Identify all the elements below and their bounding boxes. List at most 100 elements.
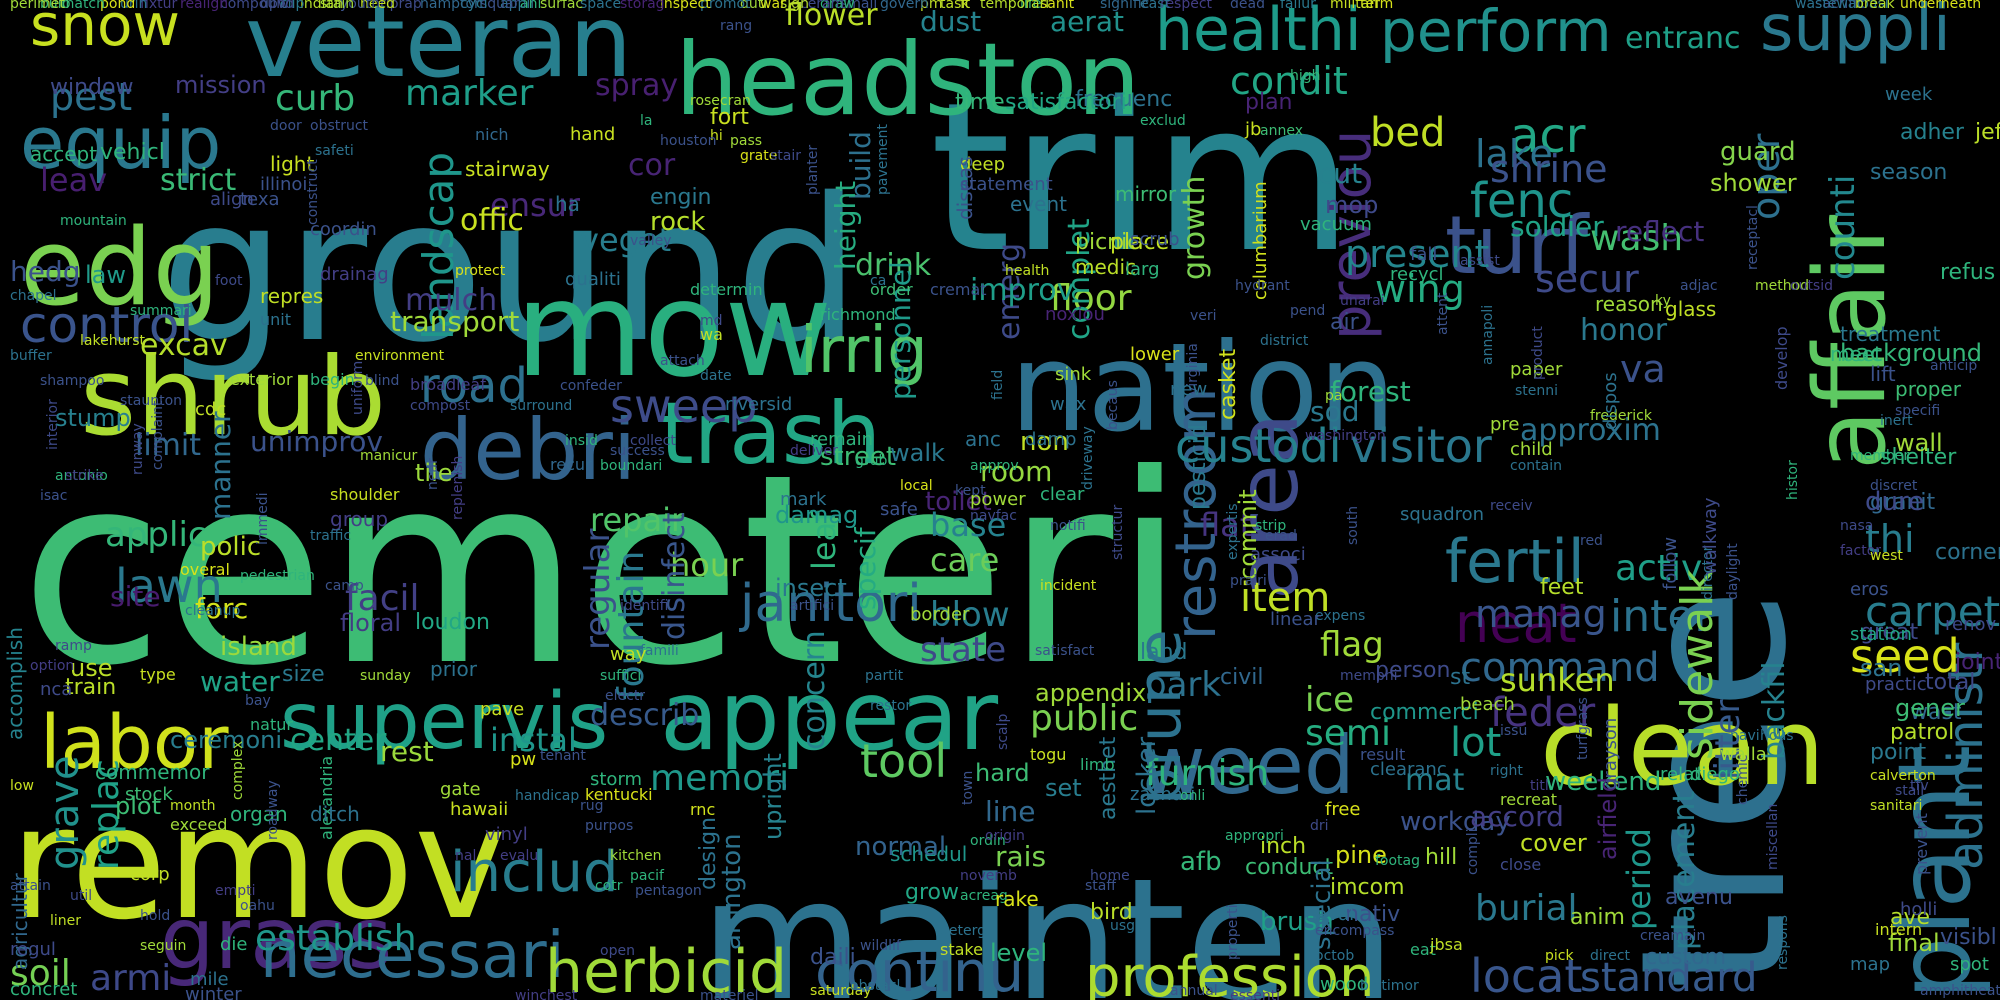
word-titl: titl (1530, 777, 1549, 794)
word-paper: paper (1510, 358, 1563, 380)
word-togu: togu (1030, 745, 1067, 765)
word-ceram: ceram (800, 0, 845, 12)
word-use: use (70, 653, 113, 682)
word-specifi: specifi (1895, 402, 1941, 419)
word-establish: establish (255, 918, 417, 960)
word-accord: accord (1470, 799, 1564, 833)
word-appropri: appropri (1225, 827, 1284, 844)
word-concret: concret (10, 978, 78, 1000)
word-sacrific: sacrific (1815, 0, 1865, 12)
word-octob: octob (1315, 947, 1355, 964)
word-height: height (829, 180, 862, 270)
word-ordin: ordin (970, 832, 1006, 849)
word-water: water (200, 664, 280, 698)
word-herbicid: herbicid (545, 937, 788, 1000)
word-navi: navi (1730, 727, 1760, 744)
word-assist: assist (1460, 252, 1500, 269)
word-space: space (580, 0, 622, 12)
word-civil: civil (1220, 665, 1264, 691)
word-ground: ground (160, 154, 861, 386)
word-lake: lake (1475, 131, 1553, 176)
word-armi: armi (90, 958, 172, 1000)
word-illinoi: illinoi (260, 173, 308, 195)
word-spot: spot (1950, 953, 1989, 975)
word-damag: damag (775, 500, 859, 529)
word-duti: duti (740, 0, 768, 12)
word-pentagon: pentagon (635, 882, 702, 899)
word-cut: cut (1318, 156, 1363, 190)
word-facil: facil (345, 578, 420, 620)
word-annex: annex (1260, 122, 1303, 139)
word-event: event (1010, 192, 1067, 216)
word-method: method (1755, 277, 1810, 294)
word-low: low (10, 777, 34, 794)
word-corp: corp (130, 863, 170, 885)
word-annapoli: annapoli (1480, 304, 1496, 365)
word-restor: restor (870, 697, 912, 714)
word-describ: describ (590, 698, 700, 733)
word-grass: grass (160, 889, 393, 990)
word-mile: mile (190, 968, 229, 990)
word-product: product (1530, 326, 1546, 380)
word-squadron: squadron (1400, 503, 1485, 525)
word-reflect: reflect (1615, 214, 1705, 248)
word-small: small (840, 0, 878, 12)
word-winter: winter (185, 983, 242, 1000)
word-honor: honor (1580, 313, 1668, 348)
word-mow: mow (515, 253, 833, 408)
word-perform: perform (1380, 0, 1612, 65)
word-near: near (425, 458, 441, 490)
word-prevent: prevent (1912, 813, 1931, 875)
word-necessari: necessari (260, 918, 565, 993)
word-failur: failur (1280, 0, 1316, 12)
word-traffic: traffic (310, 527, 352, 544)
word-practic: practic (1865, 673, 1927, 695)
word-plot: plot (115, 791, 161, 820)
word-stairway: stairway (465, 157, 550, 181)
word-navfac: navfac (970, 507, 1017, 524)
word-interior: interior (45, 399, 61, 450)
word-transport: transport (390, 304, 520, 338)
word-week: week (1885, 83, 1933, 105)
word-approxim: approxim (1520, 413, 1661, 448)
word-dead: dead (1230, 0, 1265, 12)
word-deliver: deliver (790, 442, 838, 459)
word-west: west (1870, 547, 1903, 564)
word-feder: feder (1490, 690, 1596, 736)
word-home: home (1090, 867, 1130, 884)
word-anticip: anticip (1930, 357, 1978, 374)
word-follow: follow (1660, 536, 1681, 590)
word-period: period (1620, 828, 1658, 930)
word-adher: adher (1900, 120, 1964, 146)
word-veri: veri (1190, 307, 1217, 324)
word-floral: floral (340, 608, 402, 637)
word-attain: attain (10, 877, 51, 894)
word-picnic: picnic (1075, 230, 1140, 256)
word-open: open (600, 942, 635, 959)
word-shampoo: shampoo (40, 372, 105, 389)
word-align: align (210, 188, 254, 210)
word-ani: ani (520, 0, 542, 12)
word-promot: promot (700, 0, 751, 12)
word-polic: polic (200, 532, 262, 563)
word-dpw: dpw (260, 0, 290, 12)
word-supervis: supervis (280, 676, 609, 767)
word-frequenc: frequenc (1075, 87, 1173, 113)
word-afb: afb (1180, 847, 1222, 878)
word-town: town (960, 770, 976, 805)
word-factor: factor (1840, 542, 1882, 559)
word-total: total (1925, 670, 1976, 696)
word-forc: forc (195, 591, 249, 625)
word-rest: rest (380, 734, 434, 768)
word-properti: properti (1225, 904, 1241, 960)
word-pre: pre (1490, 413, 1520, 435)
word-refus: refus (1940, 260, 1996, 286)
word-wash: wash (1590, 218, 1684, 260)
word-structur: structur (1110, 504, 1126, 560)
word-onli: onli (1180, 787, 1206, 804)
word-custom: custom (1645, 945, 1727, 971)
word-beach: beach (1460, 693, 1515, 715)
word-fort: fort (710, 105, 749, 131)
word-riversid: riversid (725, 393, 793, 415)
word-non: non (1020, 427, 1069, 458)
